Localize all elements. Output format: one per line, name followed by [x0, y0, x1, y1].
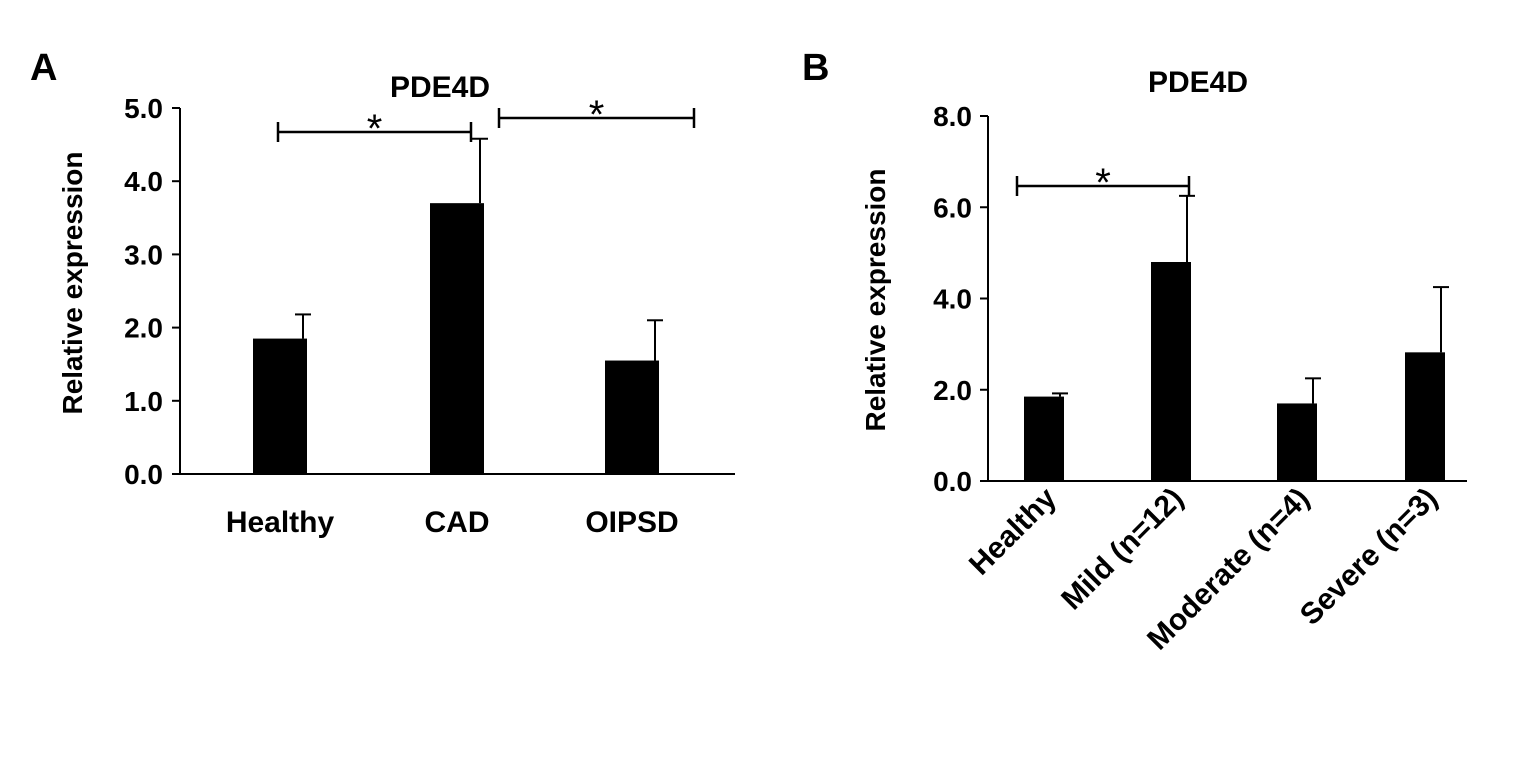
- significance-star: *: [367, 107, 383, 151]
- y-tick-label: 3.0: [124, 239, 163, 270]
- significance-bracket: *: [276, 107, 473, 151]
- x-category-label: Healthy: [226, 506, 335, 539]
- panel-a: A PDE4D Relative expression 0.0 1.0 2.0 3.0…: [30, 47, 735, 539]
- y-tick-label: 5.0: [124, 93, 163, 124]
- x-category-label: CAD: [425, 506, 490, 539]
- significance-bracket: *: [497, 93, 696, 137]
- x-category-label: OIPSD: [585, 506, 678, 539]
- significance-star: *: [1095, 161, 1111, 205]
- bar-healthy: [1024, 396, 1064, 481]
- bar-oipsd: [605, 360, 659, 474]
- y-tick-label: 0.0: [933, 466, 972, 497]
- error-bar: [1052, 392, 1068, 397]
- y-tick-label: 0.0: [124, 459, 163, 490]
- bar-severe-n-3: [1405, 352, 1445, 481]
- panel-b: B PDE4D Relative expression 0.0 2.0 4.0 6.0…: [802, 47, 1467, 656]
- x-category-label: Severe (n=3): [1294, 482, 1444, 632]
- bar-mild-n-12: [1151, 262, 1191, 481]
- x-category-label: Mild (n=12): [1055, 482, 1190, 617]
- y-tick-label: 2.0: [933, 375, 972, 406]
- error-bar: [1305, 377, 1321, 404]
- error-bar: [1179, 194, 1195, 262]
- panel-b-y-axis-label: Relative expression: [860, 168, 891, 431]
- bar-cad: [430, 203, 484, 474]
- y-tick-label: 6.0: [933, 192, 972, 223]
- bar-moderate-n-4: [1277, 403, 1317, 481]
- significance-bracket: *: [1015, 161, 1191, 205]
- y-tick-label: 8.0: [933, 101, 972, 132]
- panel-a-y-axis-label: Relative expression: [57, 151, 88, 414]
- panel-b-letter: B: [802, 47, 829, 89]
- error-bar: [295, 313, 311, 339]
- panel-a-letter: A: [30, 47, 57, 89]
- panel-a-plot-area: 0.0 1.0 2.0 3.0 4.0 5.0 Healthy CAD OIPSD * *: [124, 93, 735, 539]
- significance-star: *: [589, 93, 605, 137]
- panel-b-title: PDE4D: [1148, 66, 1248, 99]
- panel-a-title: PDE4D: [390, 71, 490, 104]
- bar-healthy: [253, 338, 307, 474]
- error-bar: [472, 137, 488, 204]
- error-bar: [647, 319, 663, 361]
- y-tick-label: 4.0: [933, 284, 972, 315]
- x-category-label: Healthy: [963, 481, 1063, 581]
- y-tick-label: 1.0: [124, 386, 163, 417]
- y-tick-label: 2.0: [124, 313, 163, 344]
- error-bar: [1433, 286, 1449, 353]
- y-tick-label: 4.0: [124, 166, 163, 197]
